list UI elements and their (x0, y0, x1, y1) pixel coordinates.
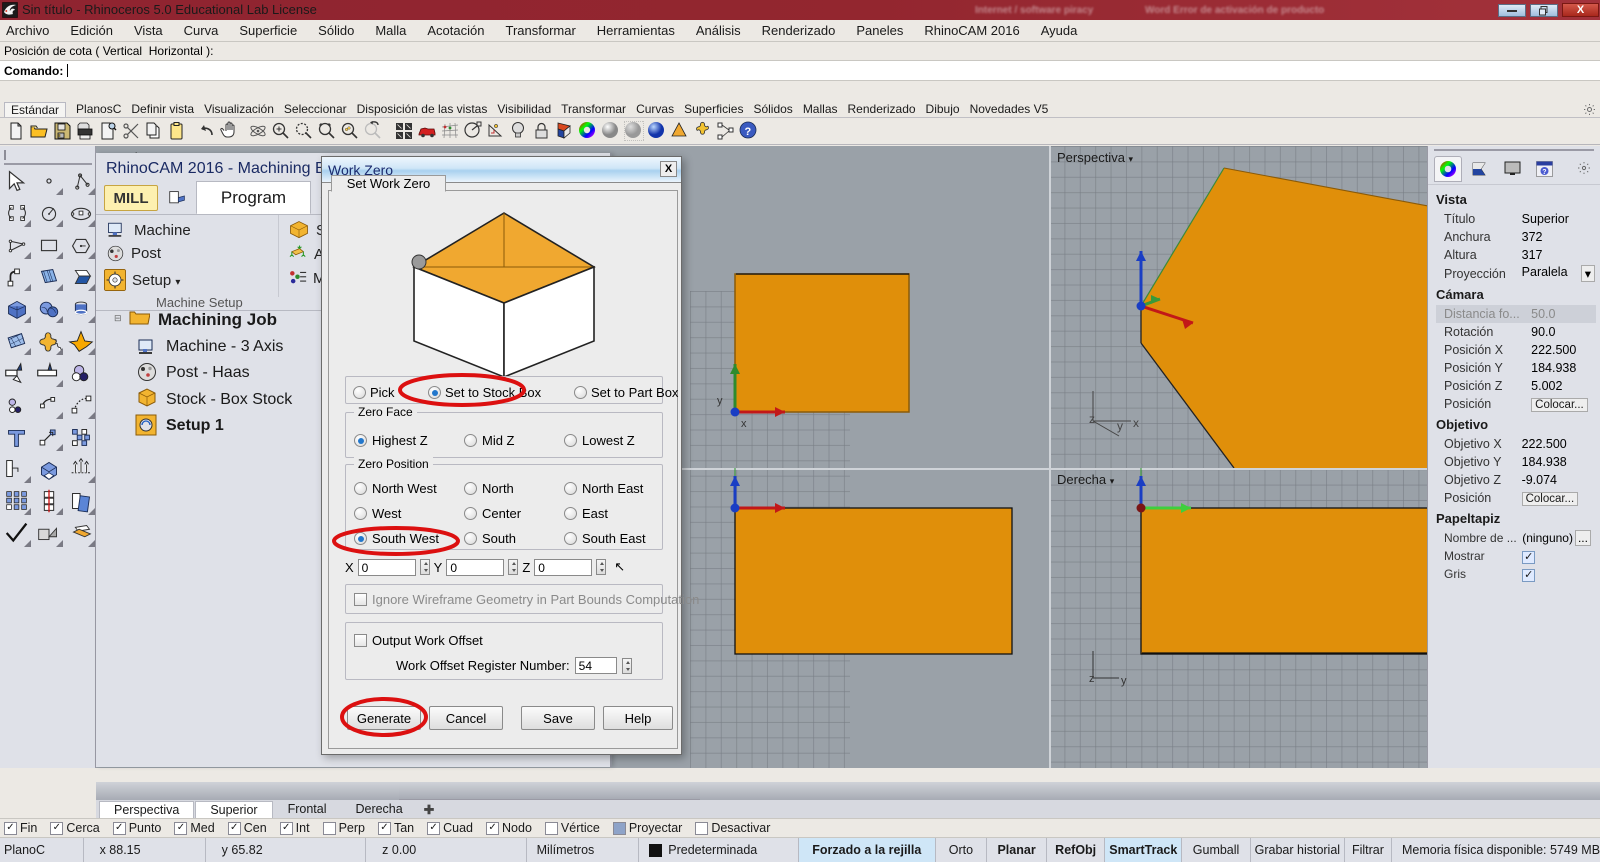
svg-text:x: x (741, 418, 747, 430)
svg-text:z: z (1089, 673, 1095, 685)
svg-text:?: ? (1542, 169, 1546, 176)
svg-text:x: x (1133, 416, 1139, 430)
svg-text:?: ? (745, 126, 752, 138)
svg-text:y: y (717, 395, 723, 407)
svg-text:z: z (1089, 412, 1095, 426)
svg-text:y: y (1121, 675, 1127, 687)
